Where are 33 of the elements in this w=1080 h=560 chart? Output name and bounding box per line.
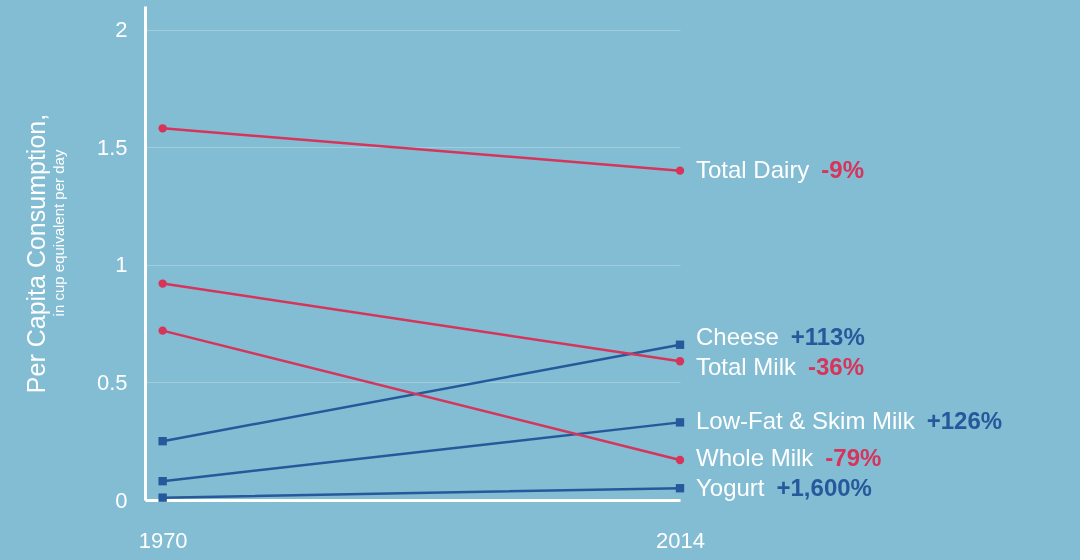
point — [675, 340, 685, 349]
point — [675, 455, 685, 465]
y-axis-title: Per Capita Consumption, — [21, 113, 50, 394]
text: -9% — [821, 155, 865, 183]
series-label: Whole Milk — [696, 444, 815, 472]
point — [158, 124, 167, 133]
text: -36% — [808, 352, 865, 380]
text: +126% — [926, 407, 1003, 435]
series-label: Low-Fat & Skim Milk — [696, 407, 916, 435]
x-tick-label: 2014 — [656, 527, 705, 553]
y-tick-label: 0.5 — [96, 369, 128, 395]
y-tick-label: 1 — [115, 252, 128, 278]
text: -79% — [825, 444, 882, 472]
text: +1,600% — [776, 474, 872, 502]
point — [675, 484, 685, 493]
point — [158, 326, 167, 335]
series-label: Cheese — [696, 322, 779, 350]
point — [675, 418, 685, 427]
text: +113% — [790, 322, 865, 350]
y-tick-label: 0 — [115, 487, 128, 513]
point — [158, 279, 167, 288]
point — [158, 437, 167, 446]
point — [675, 166, 685, 175]
point — [158, 493, 167, 502]
x-tick-label: 1970 — [138, 527, 188, 553]
point — [158, 477, 167, 486]
series-label: Total Dairy — [696, 155, 810, 183]
series-label: Total Milk — [696, 352, 798, 380]
text: in cup equivalent per day — [50, 149, 67, 317]
y-tick-label: 2 — [115, 17, 128, 43]
point — [675, 357, 685, 366]
y-tick-label: 1.5 — [96, 134, 128, 160]
series-label: Yogurt — [696, 474, 765, 502]
